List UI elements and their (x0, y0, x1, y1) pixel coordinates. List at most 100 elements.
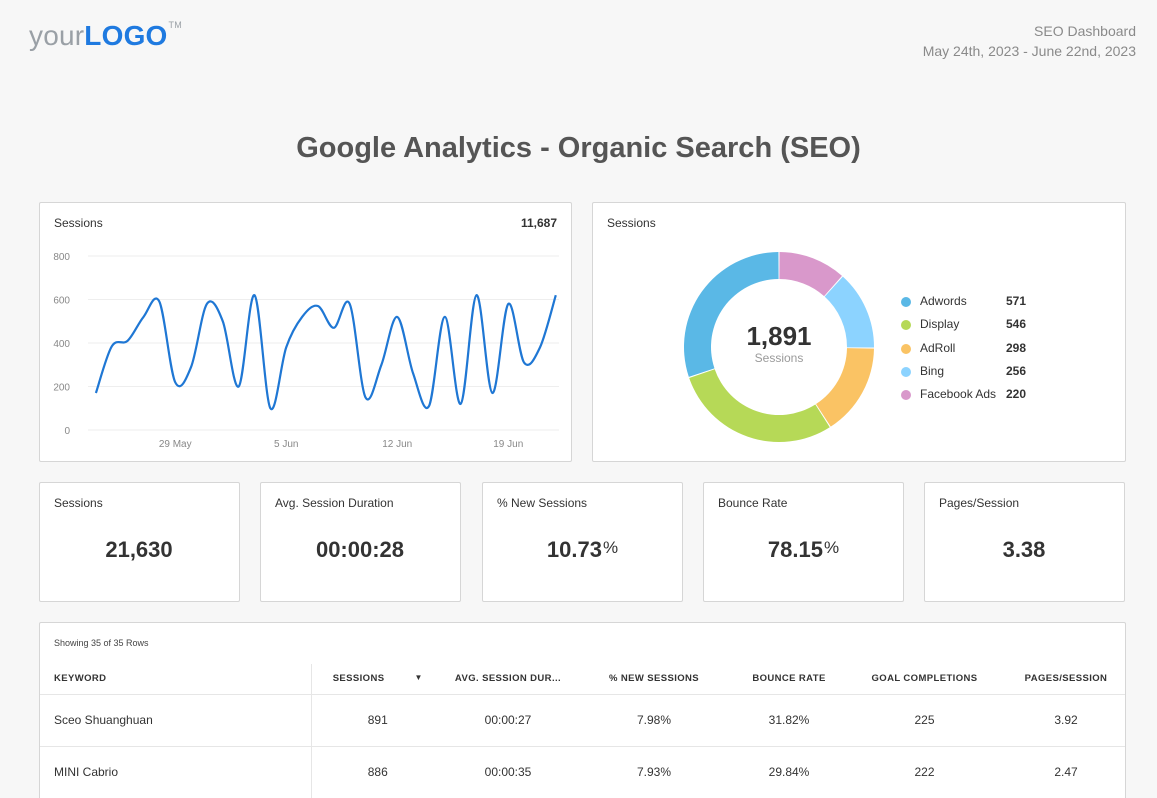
legend-dot-icon (901, 390, 911, 401)
kpi-value: 00:00:28 (315, 537, 405, 562)
donut-slice-adroll[interactable] (816, 348, 874, 427)
y-tick-label: 600 (53, 296, 70, 307)
sort-desc-icon[interactable]: ▼ (414, 673, 423, 683)
kpi-new-sessions: % New Sessions 10.73% (482, 482, 683, 602)
data-point (394, 314, 400, 320)
legend-dot-icon (901, 320, 911, 331)
data-point (299, 314, 305, 320)
legend-label: Facebook Ads (920, 387, 997, 402)
sessions-donut-chart[interactable] (593, 203, 1125, 461)
cell-bounce-rate: 29.84% (736, 746, 842, 798)
kpi-pages-per-session: Pages/Session 3.38 (924, 482, 1125, 602)
legend-label: AdRoll (920, 340, 956, 355)
data-point (378, 362, 384, 368)
cell-new-sessions: 7.98% (572, 694, 736, 747)
data-point (410, 370, 416, 376)
report-title: SEO Dashboard (1034, 23, 1136, 39)
kpi-label: Avg. Session Duration (275, 496, 394, 510)
sessions-line-chart-card: Sessions 11,687 800 600 400 200 0 29 May 5 Jun… (39, 202, 572, 462)
data-point (141, 314, 147, 320)
kpi-value: 78.15% (767, 537, 840, 562)
data-point (363, 394, 369, 400)
legend-value: 298 (1006, 340, 1027, 355)
column-header-keyword[interactable]: KEYWORD (40, 664, 312, 695)
legend-value: 220 (1006, 387, 1027, 402)
data-point (172, 379, 178, 385)
cell-bounce-rate: 31.82% (736, 694, 842, 747)
data-point (537, 344, 543, 350)
legend-value: 546 (1006, 317, 1027, 332)
column-header-sessions[interactable]: SESSIONS ▼ (311, 664, 444, 695)
x-tick-label: 19 Jun (493, 439, 523, 450)
keyword-table-card: Showing 35 of 35 Rows KEYWORD SESSIONS ▼ … (39, 622, 1126, 798)
data-point (93, 390, 99, 396)
data-point (220, 318, 226, 324)
data-point (458, 401, 464, 407)
cell-avg-session-duration: 00:00:27 (444, 694, 572, 747)
data-point (156, 299, 162, 305)
report-header: SEO Dashboard May 24th, 2023 - June 22nd… (923, 21, 1136, 61)
column-header-new-sessions[interactable]: % NEW SESSIONS (572, 664, 736, 695)
kpi-label: Sessions (54, 496, 103, 510)
donut-slice-display[interactable] (689, 369, 830, 442)
column-header-avg-session-duration[interactable]: AVG. SESSION DUR... (444, 664, 572, 695)
data-point (267, 405, 273, 411)
y-tick-label: 0 (64, 426, 70, 437)
cell-sessions: 891 (311, 694, 444, 747)
legend-label: Adwords (920, 294, 967, 308)
cell-new-sessions: 7.93% (572, 746, 736, 798)
x-tick-label: 29 May (159, 439, 192, 450)
kpi-value: 10.73% (546, 537, 619, 562)
data-point (474, 292, 480, 298)
data-point (236, 384, 242, 390)
donut-center-label: Sessions (754, 351, 804, 365)
keyword-table: KEYWORD SESSIONS ▼ AVG. SESSION DUR... % … (40, 664, 1125, 798)
data-point (125, 338, 131, 344)
data-point (347, 301, 353, 307)
kpi-value: 3.38 (1002, 537, 1046, 562)
company-logo: yourLOGOTM (29, 20, 182, 51)
data-point (252, 292, 258, 298)
cell-pages-session: 3.92 (1007, 694, 1125, 747)
cell-pages-session: 2.47 (1007, 746, 1125, 798)
date-range: May 24th, 2023 - June 22nd, 2023 (922, 43, 1136, 59)
table-header-row: KEYWORD SESSIONS ▼ AVG. SESSION DUR... % … (40, 664, 1125, 695)
data-point (331, 325, 337, 331)
kpi-label: % New Sessions (497, 496, 588, 510)
legend-dot-icon (901, 297, 911, 307)
column-header-pages-session[interactable]: PAGES/SESSION (1007, 664, 1125, 695)
column-header-bounce-rate[interactable]: BOUNCE RATE (736, 664, 842, 695)
kpi-avg-session-duration: Avg. Session Duration 00:00:28 (260, 482, 461, 602)
cell-avg-session-duration: 00:00:35 (444, 746, 572, 798)
data-point (109, 343, 115, 349)
sessions-donut-chart-card: Sessions 1,891 Sessions Adwords 571 Displa… (592, 202, 1126, 462)
cell-goal-completions: 225 (842, 694, 1007, 747)
y-tick-label: 200 (53, 383, 70, 394)
cell-sessions: 886 (311, 746, 444, 798)
sessions-line-chart[interactable]: 800 600 400 200 0 29 May 5 Jun 12 Jun 19 Jun (40, 203, 571, 461)
donut-slice-adwords[interactable] (684, 252, 779, 377)
y-tick-label: 800 (53, 252, 70, 263)
donut-slice-facebook-ads[interactable] (779, 252, 842, 297)
data-point (505, 301, 511, 307)
data-point (283, 344, 289, 350)
data-point (442, 314, 448, 320)
y-tick-label: 400 (53, 339, 70, 350)
kpi-value: 21,630 (105, 537, 173, 562)
x-tick-label: 12 Jun (382, 439, 412, 450)
data-point (188, 364, 194, 370)
data-point (315, 303, 321, 309)
cell-keyword: Sceo Shuanghuan (40, 694, 312, 747)
legend-label: Bing (920, 363, 945, 378)
column-header-goal-completions[interactable]: GOAL COMPLETIONS (842, 664, 1007, 695)
kpi-label: Pages/Session (939, 496, 1020, 510)
donut-total: 1,891 (746, 321, 812, 351)
kpi-bounce-rate: Bounce Rate 78.15% (703, 482, 904, 602)
cell-goal-completions: 222 (842, 746, 1007, 798)
legend-label: Display (920, 317, 960, 332)
kpi-label: Bounce Rate (718, 496, 788, 510)
table-row: Sceo Shuanghuan 891 00:00:27 7.98% 31.82… (40, 694, 1125, 747)
table-row: MINI Cabrio 886 00:00:35 7.93% 29.84% 22… (40, 746, 1125, 798)
donut-slice-bing[interactable] (824, 276, 874, 348)
